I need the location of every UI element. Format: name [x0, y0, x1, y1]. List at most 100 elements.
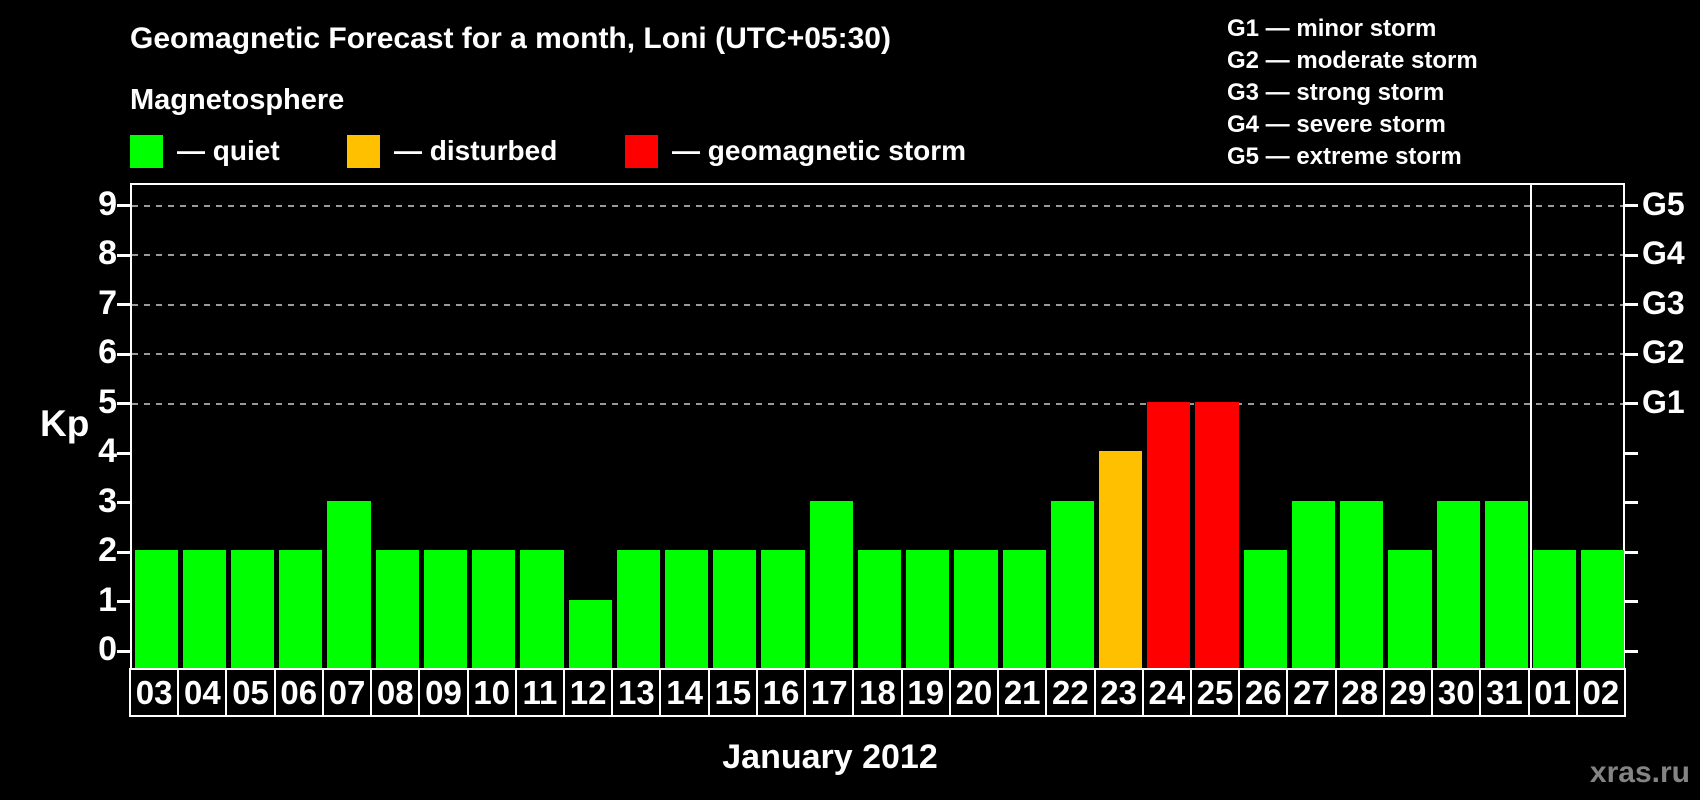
g-legend-line: G1 — minor storm: [1227, 15, 1437, 42]
kp-bar-day-13: [616, 550, 660, 668]
day-box-11: 11: [514, 668, 566, 717]
legend-label: — geomagnetic storm: [672, 135, 967, 166]
tick-right-kp-3: [1625, 501, 1638, 504]
gridline-kp-5: [132, 402, 1623, 405]
legend-item-storm: — geomagnetic storm: [625, 131, 966, 171]
day-box-03: 03: [129, 668, 180, 717]
kp-bar-day-24: [1147, 401, 1191, 668]
kp-bar-day-08: [375, 550, 419, 668]
kp-tick-label-1: 1: [98, 580, 117, 619]
day-box-30: 30: [1431, 668, 1482, 717]
quiet-swatch: [130, 134, 163, 168]
kp-bar-day-22: [1050, 500, 1094, 668]
kp-bar-day-31: [1484, 500, 1529, 668]
tick-right-kp-5: [1625, 402, 1638, 405]
kp-bar-day-05: [230, 550, 275, 668]
kp-tick-label-2: 2: [98, 531, 117, 569]
watermark: xras.ru: [1589, 756, 1690, 789]
kp-bar-day-09: [423, 550, 468, 668]
day-box-05: 05: [225, 668, 276, 717]
kp-axis-title: Kp: [40, 403, 90, 445]
day-box-19: 19: [900, 668, 951, 717]
plot-area: [117, 183, 1638, 668]
gridline-kp-7: [132, 303, 1623, 306]
day-label-row: 03 04 05 06 07 08 09 10 11 12 13 14 15 16 17 18 19 20 21 22…: [129, 668, 1626, 717]
month-separator-line: [1529, 185, 1532, 668]
g-legend-line: G4 — severe storm: [1227, 111, 1446, 138]
day-box-14: 14: [659, 668, 710, 717]
kp-bar-day-30: [1436, 500, 1480, 668]
day-box-21: 21: [997, 668, 1048, 717]
day-box-04: 04: [177, 668, 228, 717]
kp-bar-day-26: [1243, 550, 1287, 668]
magnetosphere-label: Magnetosphere: [130, 84, 345, 116]
kp-tick-label-4: 4: [98, 432, 117, 470]
day-box-25: 25: [1189, 668, 1241, 717]
kp-bar-day-29: [1388, 550, 1432, 668]
storm-swatch: [625, 134, 658, 168]
kp-bar-day-10: [472, 550, 516, 668]
day-box-20: 20: [948, 668, 1000, 717]
g-axis-label-G2: G2: [1642, 334, 1685, 370]
kp-bar-day-12: [568, 599, 612, 668]
day-box-02: 02: [1575, 668, 1626, 717]
g-axis-label-G1: G1: [1642, 383, 1685, 420]
kp-tick-label-7: 7: [98, 283, 117, 322]
g-axis-label-G4: G4: [1642, 235, 1685, 271]
day-box-28: 28: [1334, 668, 1385, 717]
tick-left-kp-7: [117, 303, 130, 306]
day-box-17: 17: [804, 668, 855, 717]
tick-left-kp-5: [117, 402, 130, 405]
gridline-kp-8: [132, 254, 1623, 256]
day-box-07: 07: [321, 668, 373, 717]
day-box-26: 26: [1238, 668, 1289, 717]
kp-bar-day-03: [134, 550, 178, 668]
g-legend-line: G2 — moderate storm: [1227, 47, 1478, 74]
day-box-06: 06: [273, 668, 324, 717]
tick-left-kp-4: [117, 451, 130, 455]
kp-bar-day-19: [906, 550, 950, 668]
day-box-29: 29: [1382, 668, 1434, 717]
kp-bar-day-14: [664, 550, 709, 668]
tick-right-kp-2: [1625, 550, 1638, 554]
kp-tick-label-6: 6: [98, 333, 117, 371]
month-label: January 2012: [722, 738, 938, 776]
kp-bar-day-23: [1099, 451, 1143, 668]
tick-right-kp-7: [1625, 303, 1638, 306]
kp-bar-day-15: [713, 550, 757, 668]
kp-tick-label-9: 9: [98, 184, 117, 223]
tick-right-kp-8: [1625, 253, 1638, 257]
gridline-kp-6: [132, 353, 1623, 355]
disturbed-swatch: [347, 134, 380, 168]
kp-bar-day-21: [1002, 550, 1046, 668]
kp-bar-day-16: [761, 550, 805, 668]
legend-item-disturbed: — disturbed: [347, 131, 557, 171]
tick-left-kp-1: [117, 600, 130, 603]
tick-left-kp-8: [117, 253, 130, 257]
kp-bar-day-18: [857, 550, 902, 668]
kp-bar-day-04: [182, 550, 226, 668]
legend-label: — disturbed: [394, 135, 558, 166]
day-box-31: 31: [1479, 668, 1530, 717]
day-box-10: 10: [466, 668, 517, 717]
kp-tick-label-3: 3: [98, 481, 117, 520]
day-box-09: 09: [418, 668, 469, 717]
day-box-15: 15: [707, 668, 758, 717]
kp-bar-day-11: [520, 550, 564, 668]
tick-right-kp-6: [1625, 352, 1638, 356]
tick-left-kp-2: [117, 550, 130, 554]
day-box-23: 23: [1093, 668, 1144, 717]
kp-tick-label-5: 5: [98, 382, 117, 421]
day-box-27: 27: [1286, 668, 1337, 717]
g-axis-label-G5: G5: [1642, 185, 1685, 222]
legend-label: — quiet: [177, 135, 280, 166]
tick-right-kp-0: [1625, 649, 1638, 653]
tick-right-kp-4: [1625, 451, 1638, 455]
tick-left-kp-6: [117, 352, 130, 356]
day-box-12: 12: [563, 668, 614, 717]
day-box-08: 08: [370, 668, 421, 717]
kp-bar-day-02: [1581, 550, 1625, 668]
kp-bar-day-07: [327, 500, 371, 668]
tick-right-kp-1: [1625, 600, 1638, 603]
